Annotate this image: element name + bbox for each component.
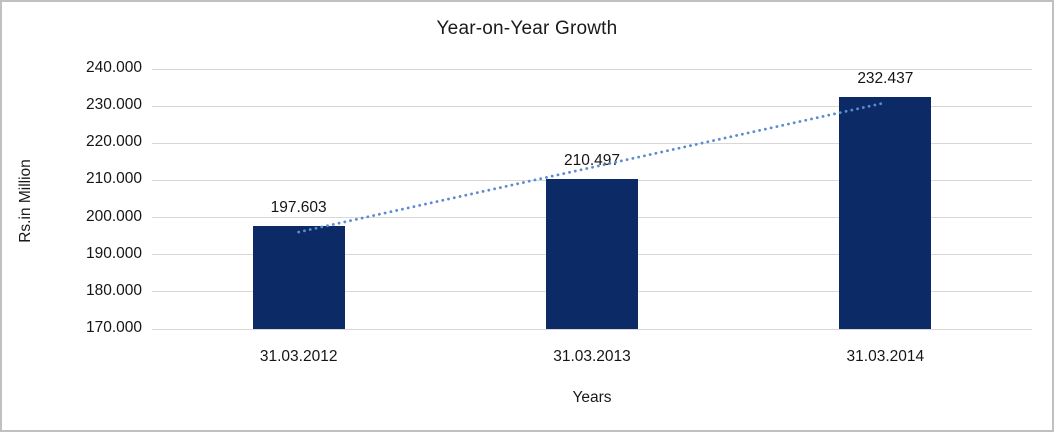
x-tick-label: 31.03.2012 bbox=[259, 348, 338, 365]
bar bbox=[546, 178, 638, 329]
y-tick-label: 220.000 bbox=[85, 133, 142, 151]
x-tick-label: 31.03.2013 bbox=[553, 348, 631, 365]
gridline bbox=[152, 68, 1032, 70]
y-tick-label: 230.000 bbox=[85, 96, 142, 114]
y-tick-label: 180.000 bbox=[85, 281, 142, 299]
y-tick-label: 200.000 bbox=[85, 207, 142, 225]
gridline bbox=[152, 328, 1032, 330]
bar bbox=[252, 226, 345, 329]
bar bbox=[839, 97, 932, 329]
data-label: 197.603 bbox=[270, 199, 327, 217]
x-axis-title: Years bbox=[572, 389, 612, 406]
data-label: 232.437 bbox=[857, 70, 914, 88]
y-tick-label: 240.000 bbox=[85, 59, 142, 76]
y-axis-title: Rs.in Million bbox=[17, 159, 34, 243]
y-tick-label: 210.000 bbox=[85, 170, 142, 188]
y-tick-label: 170.000 bbox=[85, 319, 142, 336]
y-tick-label: 190.000 bbox=[85, 244, 142, 262]
x-tick-label: 31.03.2014 bbox=[846, 348, 925, 365]
data-label: 210.497 bbox=[563, 151, 621, 169]
chart-title: Year-on-Year Growth bbox=[436, 18, 618, 39]
